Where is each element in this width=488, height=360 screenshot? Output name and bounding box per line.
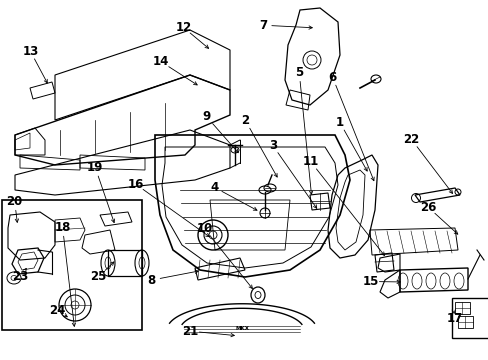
Text: 21: 21 [182, 325, 199, 338]
Text: 1: 1 [335, 116, 343, 129]
Text: 2: 2 [241, 114, 249, 127]
Text: 9: 9 [203, 111, 210, 123]
Text: 17: 17 [446, 312, 462, 325]
Text: 20: 20 [6, 195, 23, 208]
Text: 25: 25 [90, 270, 107, 283]
Text: 13: 13 [22, 45, 39, 58]
Text: 5: 5 [295, 66, 303, 79]
Text: 19: 19 [87, 161, 103, 174]
Bar [451, 298, 488, 338]
Text: 12: 12 [175, 21, 191, 34]
Text: 14: 14 [153, 55, 169, 68]
Text: 7: 7 [259, 19, 266, 32]
Text: 22: 22 [403, 133, 419, 146]
Text: 16: 16 [127, 178, 144, 191]
Text: 11: 11 [302, 156, 319, 168]
Text: 4: 4 [210, 181, 218, 194]
Text: 18: 18 [54, 221, 71, 234]
Text: 26: 26 [419, 201, 436, 214]
Text: 3: 3 [268, 139, 276, 152]
Text: 23: 23 [12, 270, 29, 283]
Text: MKX: MKX [235, 327, 248, 332]
Text: 24: 24 [49, 304, 66, 317]
Text: 10: 10 [196, 222, 212, 235]
Text: 6: 6 [328, 71, 336, 84]
Bar [2, 200, 142, 330]
Text: 15: 15 [362, 275, 378, 288]
Text: 8: 8 [147, 274, 155, 287]
